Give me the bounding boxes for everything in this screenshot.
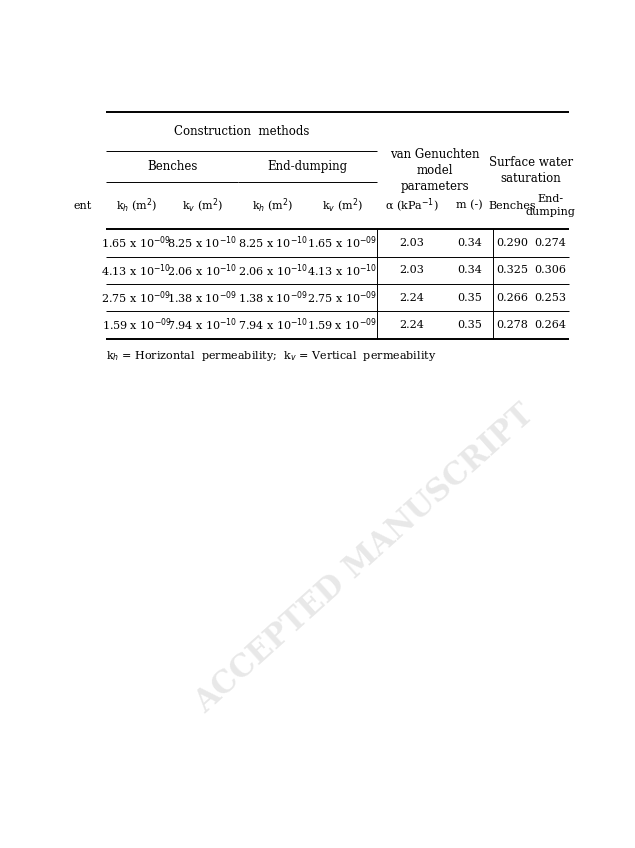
Text: 2.75 x 10$^{-09}$: 2.75 x 10$^{-09}$ [102, 289, 171, 306]
Text: 1.65 x 10$^{-09}$: 1.65 x 10$^{-09}$ [307, 235, 377, 251]
Text: 2.06 x 10$^{-10}$: 2.06 x 10$^{-10}$ [238, 262, 308, 278]
Text: End-
dumping: End- dumping [526, 194, 575, 217]
Text: 1.65 x 10$^{-09}$: 1.65 x 10$^{-09}$ [102, 235, 171, 251]
Text: 2.03: 2.03 [399, 237, 424, 248]
Text: 0.34: 0.34 [457, 237, 482, 248]
Text: Benches: Benches [147, 160, 197, 173]
Text: ent: ent [74, 201, 91, 210]
Text: 0.35: 0.35 [457, 293, 482, 303]
Text: k$_v$ (m$^2$): k$_v$ (m$^2$) [322, 197, 363, 215]
Text: 0.266: 0.266 [497, 293, 528, 303]
Text: 0.306: 0.306 [535, 265, 566, 276]
Text: 0.34: 0.34 [457, 265, 482, 276]
Text: 4.13 x 10$^{-10}$: 4.13 x 10$^{-10}$ [307, 262, 377, 278]
Text: 7.94 x 10$^{-10}$: 7.94 x 10$^{-10}$ [238, 317, 308, 333]
Text: 0.325: 0.325 [497, 265, 528, 276]
Text: 2.24: 2.24 [399, 293, 424, 303]
Text: 0.274: 0.274 [535, 237, 566, 248]
Text: End-dumping: End-dumping [267, 160, 348, 173]
Text: α (kPa$^{-1}$): α (kPa$^{-1}$) [385, 197, 439, 215]
Text: ACCEPTED MANUSCRIPT: ACCEPTED MANUSCRIPT [189, 399, 540, 719]
Text: 1.38 x 10$^{-09}$: 1.38 x 10$^{-09}$ [168, 289, 237, 306]
Text: 1.59 x 10$^{-09}$: 1.59 x 10$^{-09}$ [307, 317, 377, 333]
Text: Construction  methods: Construction methods [174, 125, 309, 137]
Text: Surface water
saturation: Surface water saturation [489, 156, 573, 185]
Text: k$_h$ = Horizontal  permeability;  k$_v$ = Vertical  permeability: k$_h$ = Horizontal permeability; k$_v$ =… [107, 349, 437, 363]
Text: 0.264: 0.264 [535, 320, 566, 330]
Text: k$_h$ (m$^2$): k$_h$ (m$^2$) [252, 197, 293, 215]
Text: 1.38 x 10$^{-09}$: 1.38 x 10$^{-09}$ [238, 289, 308, 306]
Text: 2.06 x 10$^{-10}$: 2.06 x 10$^{-10}$ [167, 262, 237, 278]
Text: k$_h$ (m$^2$): k$_h$ (m$^2$) [116, 197, 157, 215]
Text: 7.94 x 10$^{-10}$: 7.94 x 10$^{-10}$ [167, 317, 237, 333]
Text: 0.290: 0.290 [497, 237, 528, 248]
Text: 4.13 x 10$^{-10}$: 4.13 x 10$^{-10}$ [102, 262, 171, 278]
Text: 8.25 x 10$^{-10}$: 8.25 x 10$^{-10}$ [238, 235, 308, 251]
Text: 1.59 x 10$^{-09}$: 1.59 x 10$^{-09}$ [102, 317, 171, 333]
Text: 0.253: 0.253 [535, 293, 566, 303]
Text: 2.24: 2.24 [399, 320, 424, 330]
Text: 8.25 x 10$^{-10}$: 8.25 x 10$^{-10}$ [168, 235, 237, 251]
Text: Benches: Benches [488, 201, 536, 210]
Text: 0.35: 0.35 [457, 320, 482, 330]
Text: van Genuchten
model
parameters: van Genuchten model parameters [390, 148, 479, 192]
Text: 2.75 x 10$^{-09}$: 2.75 x 10$^{-09}$ [307, 289, 377, 306]
Text: m (-): m (-) [457, 200, 483, 211]
Text: 0.278: 0.278 [497, 320, 528, 330]
Text: 2.03: 2.03 [399, 265, 424, 276]
Text: k$_v$ (m$^2$): k$_v$ (m$^2$) [182, 197, 223, 215]
